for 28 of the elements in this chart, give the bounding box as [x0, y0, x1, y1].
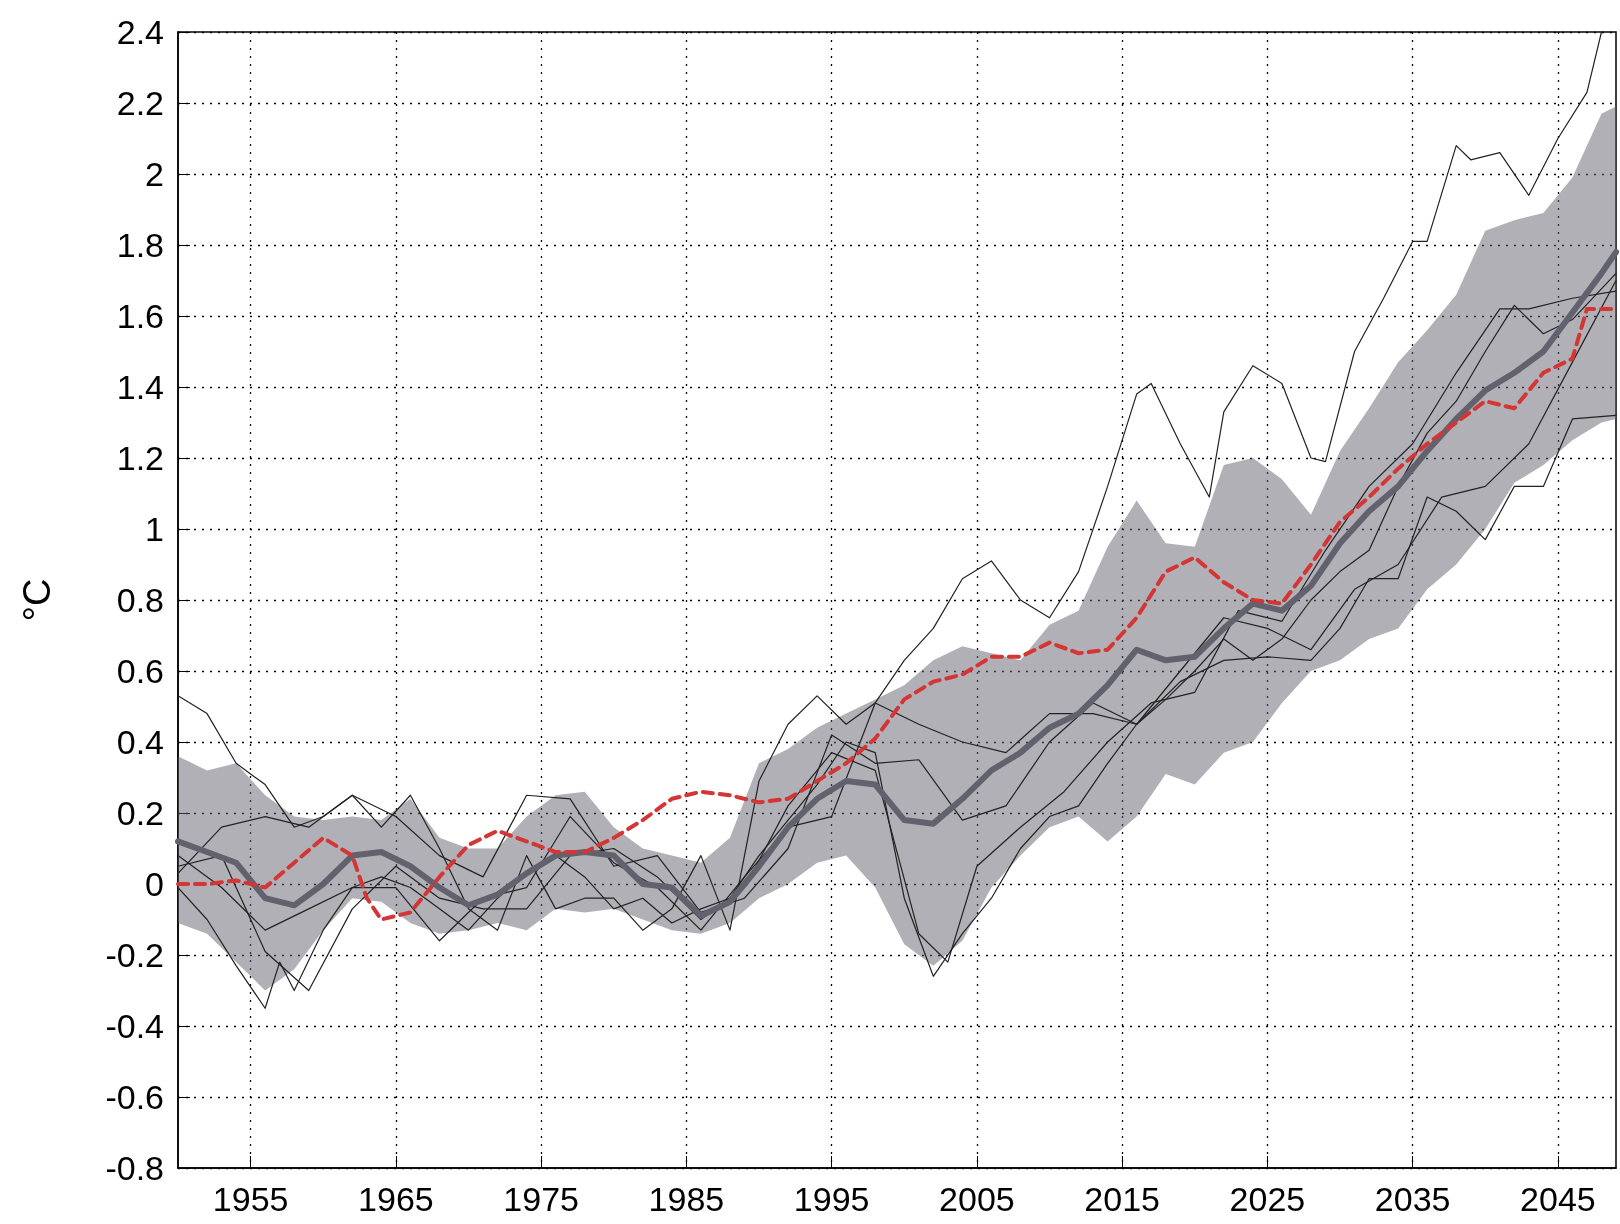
- y-tick-label: 2: [145, 155, 164, 193]
- x-tick-label: 2035: [1374, 1180, 1451, 1218]
- y-tick-label: -0.6: [105, 1078, 164, 1116]
- y-tick-label: -0.8: [105, 1149, 164, 1187]
- x-tick-label: 2025: [1229, 1180, 1306, 1218]
- x-tick-label: 2005: [939, 1180, 1015, 1218]
- y-tick-label: 0.4: [116, 723, 164, 761]
- y-tick-label: 1.2: [116, 439, 164, 477]
- x-tick-label: 1985: [648, 1180, 725, 1218]
- y-tick-label: -0.2: [105, 936, 164, 974]
- y-tick-label: 0.6: [116, 652, 164, 690]
- x-tick-label: 2015: [1084, 1180, 1160, 1218]
- y-tick-label: 0.8: [116, 581, 164, 619]
- x-tick-label: 1955: [212, 1180, 289, 1218]
- x-tick-label: 2045: [1520, 1180, 1596, 1218]
- y-tick-label: 1: [145, 510, 164, 548]
- y-tick-label: -0.4: [105, 1007, 164, 1045]
- y-tick-label: 2.2: [116, 84, 164, 122]
- y-tick-label: 1.8: [116, 226, 164, 264]
- y-tick-label: 0: [145, 865, 164, 903]
- y-tick-label: 2.4: [116, 13, 164, 51]
- y-tick-label: 1.6: [116, 297, 164, 335]
- y-tick-label: 0.2: [116, 794, 164, 832]
- x-tick-label: 1995: [793, 1180, 870, 1218]
- x-tick-label: 1965: [358, 1180, 434, 1218]
- x-tick-label: 1975: [503, 1180, 579, 1218]
- y-tick-label: 1.4: [116, 368, 164, 406]
- y-axis-title: °C: [16, 578, 58, 622]
